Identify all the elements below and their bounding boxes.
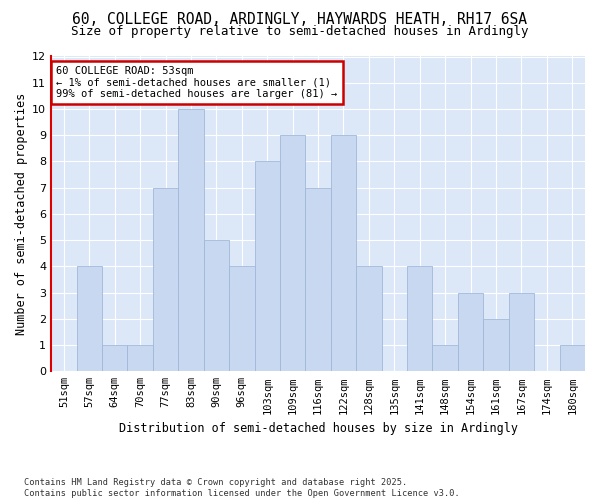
Bar [458, 292, 484, 372]
Text: Size of property relative to semi-detached houses in Ardingly: Size of property relative to semi-detach… [71, 25, 529, 38]
Bar [484, 319, 509, 372]
Bar [280, 135, 305, 372]
Bar [433, 345, 458, 372]
X-axis label: Distribution of semi-detached houses by size in Ardingly: Distribution of semi-detached houses by … [119, 422, 518, 435]
Bar [305, 188, 331, 372]
Text: 60 COLLEGE ROAD: 53sqm
← 1% of semi-detached houses are smaller (1)
99% of semi-: 60 COLLEGE ROAD: 53sqm ← 1% of semi-deta… [56, 66, 338, 99]
Bar [509, 292, 534, 372]
Bar [331, 135, 356, 372]
Bar [153, 188, 178, 372]
Bar [127, 345, 153, 372]
Bar [560, 345, 585, 372]
Y-axis label: Number of semi-detached properties: Number of semi-detached properties [15, 93, 28, 335]
Bar [356, 266, 382, 372]
Bar [203, 240, 229, 372]
Text: 60, COLLEGE ROAD, ARDINGLY, HAYWARDS HEATH, RH17 6SA: 60, COLLEGE ROAD, ARDINGLY, HAYWARDS HEA… [73, 12, 527, 28]
Bar [77, 266, 102, 372]
Text: Contains HM Land Registry data © Crown copyright and database right 2025.
Contai: Contains HM Land Registry data © Crown c… [24, 478, 460, 498]
Bar [102, 345, 127, 372]
Bar [178, 109, 203, 372]
Bar [254, 162, 280, 372]
Bar [407, 266, 433, 372]
Bar [229, 266, 254, 372]
